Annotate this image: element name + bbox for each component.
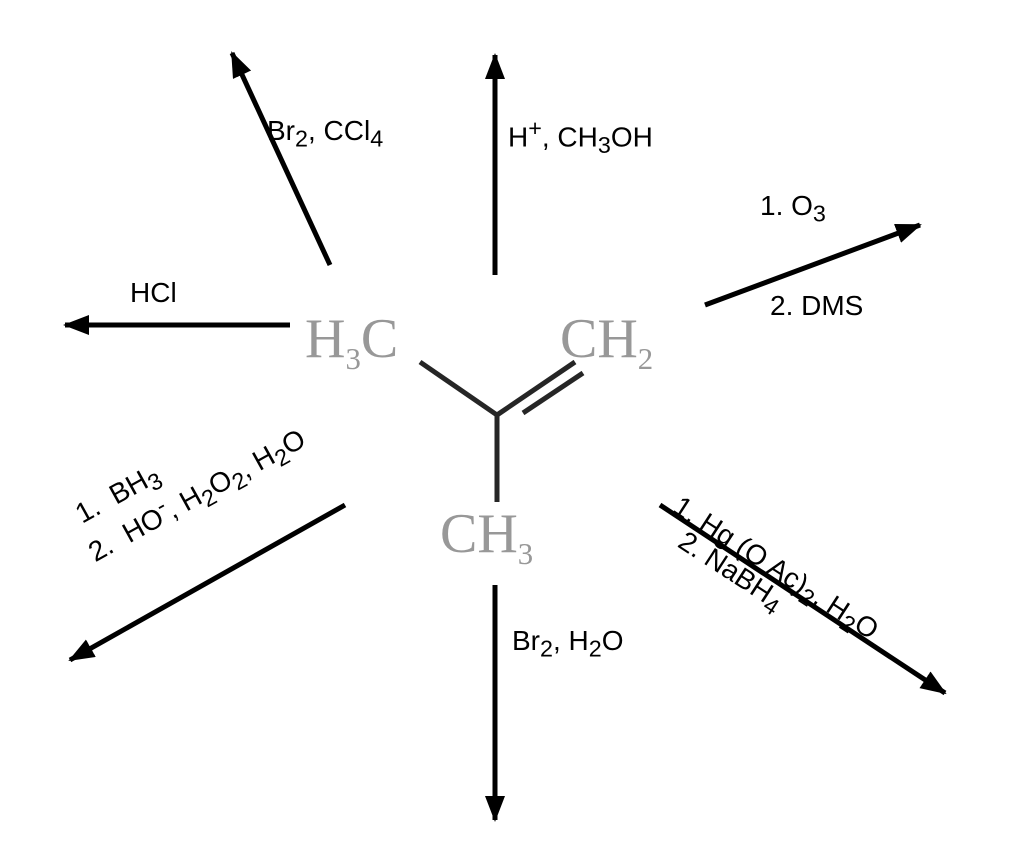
lbl-tr-1: 1. O3 (760, 190, 826, 228)
molecule-bonds (420, 362, 583, 502)
molecule-right-group: CH2 (560, 307, 653, 377)
molecule-left-group: H3C (305, 307, 398, 377)
arrow-top-left (232, 53, 330, 265)
lbl-top: H+, CH3OH (508, 115, 653, 159)
lbl-left: HCl (130, 277, 177, 309)
diagram-stage: H3C CH2 CH3 H+, CH3OHBr2, CCl4HCl1. BH32… (0, 0, 1024, 860)
lbl-top-left: Br2, CCl4 (267, 115, 383, 153)
molecule-bottom-group: CH3 (440, 502, 533, 572)
lbl-bottom: Br2, H2O (512, 625, 624, 663)
lbl-tr-2: 2. DMS (770, 290, 863, 322)
reaction-arrows (65, 53, 945, 820)
